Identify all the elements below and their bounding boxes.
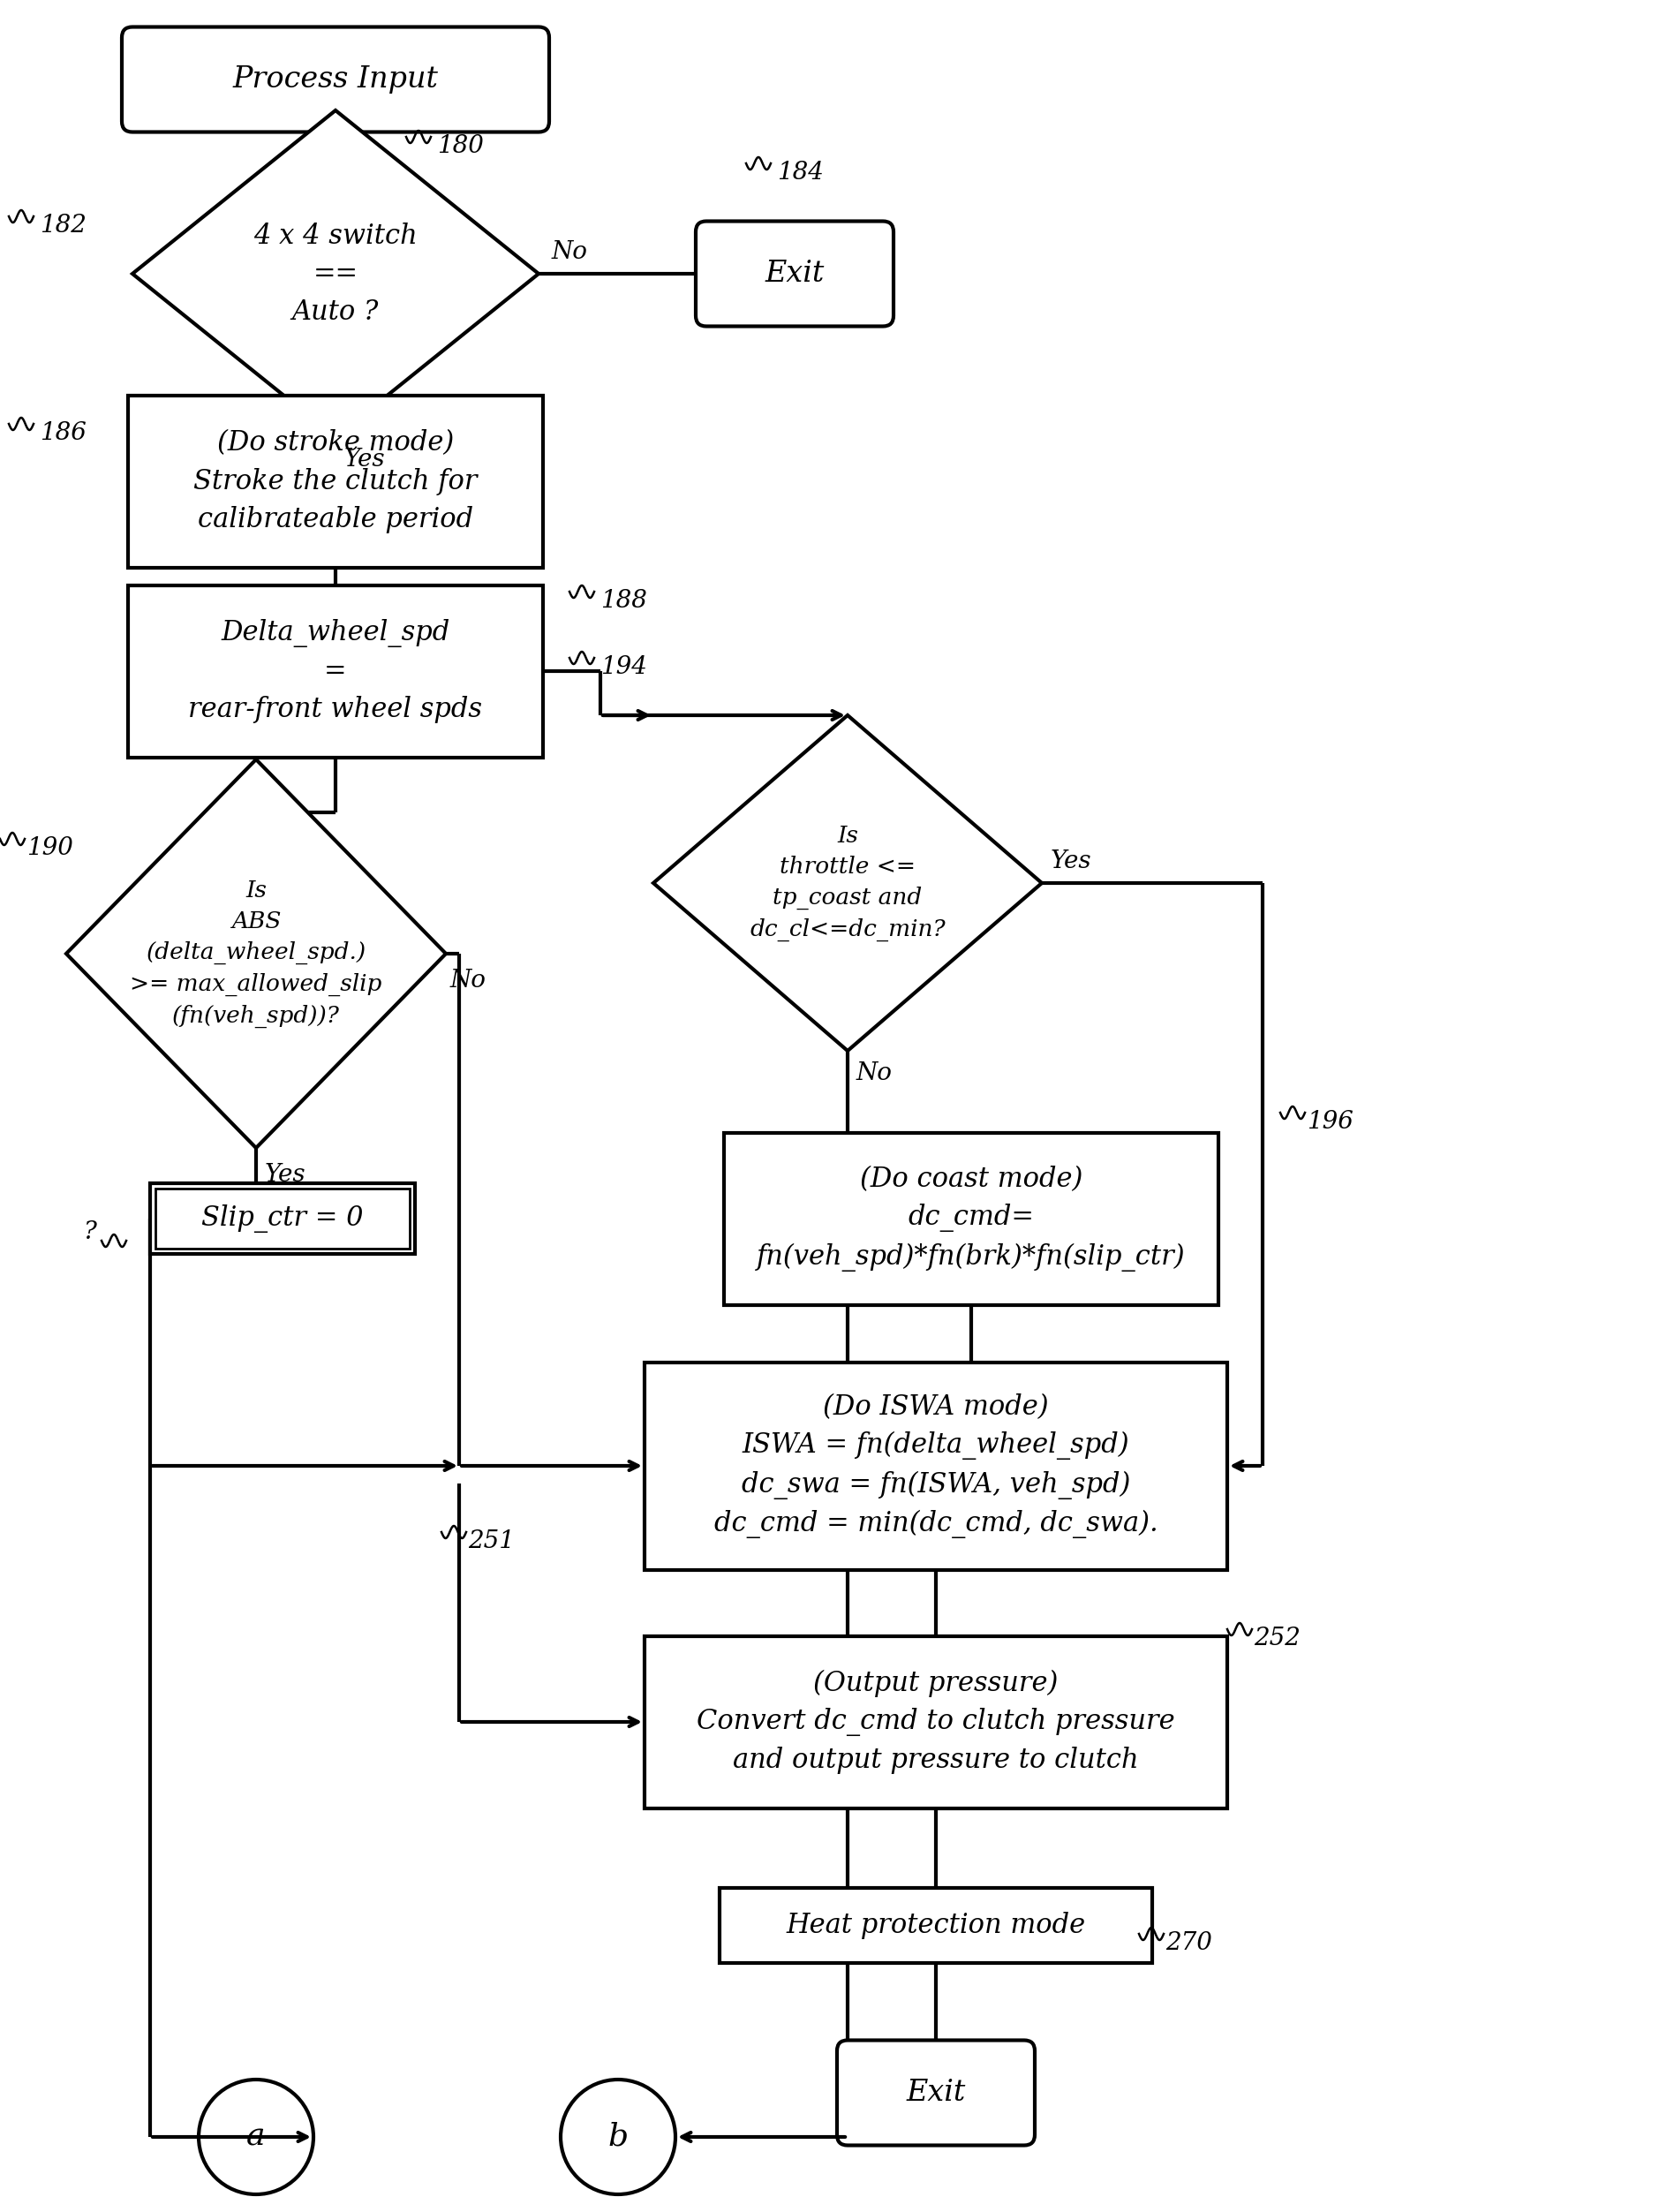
Text: No: No — [450, 969, 486, 993]
Text: Yes: Yes — [265, 1164, 305, 1186]
Text: Exit: Exit — [906, 2079, 966, 2106]
Text: No: No — [552, 239, 587, 263]
Text: 252: 252 — [1254, 1626, 1301, 1650]
Text: Process Input: Process Input — [232, 66, 438, 93]
Text: 196: 196 — [1307, 1110, 1354, 1133]
Circle shape — [199, 2079, 314, 2194]
FancyBboxPatch shape — [838, 2039, 1035, 2146]
Text: Exit: Exit — [765, 259, 825, 288]
Text: 184: 184 — [776, 159, 823, 184]
Bar — [128, 584, 542, 757]
Bar — [128, 396, 542, 566]
Text: (Do stroke mode)
Stroke the clutch for
calibrateable period: (Do stroke mode) Stroke the clutch for c… — [194, 429, 478, 533]
Polygon shape — [133, 111, 539, 438]
FancyBboxPatch shape — [121, 27, 549, 133]
Bar — [645, 1637, 1228, 1807]
Polygon shape — [654, 714, 1042, 1051]
Bar — [645, 1363, 1228, 1571]
Text: Is
ABS
(delta_wheel_spd.)
>= max_allowed_slip
(fn(veh_spd))?: Is ABS (delta_wheel_spd.) >= max_allowed… — [129, 878, 382, 1029]
Text: b: b — [607, 2121, 629, 2152]
Circle shape — [561, 2079, 675, 2194]
Text: Yes: Yes — [1050, 849, 1092, 874]
Text: 182: 182 — [40, 212, 86, 237]
Text: 186: 186 — [40, 420, 86, 445]
Text: Yes: Yes — [345, 447, 385, 471]
Bar — [720, 1887, 1153, 1962]
Text: 251: 251 — [468, 1528, 514, 1553]
Text: Delta_wheel_spd
=
rear-front wheel spds: Delta_wheel_spd = rear-front wheel spds — [189, 619, 483, 723]
Text: 188: 188 — [601, 588, 647, 613]
Text: (Output pressure)
Convert dc_cmd to clutch pressure
and output pressure to clutc: (Output pressure) Convert dc_cmd to clut… — [697, 1670, 1175, 1774]
Text: (Do ISWA mode)
ISWA = fn(delta_wheel_spd)
dc_swa = fn(ISWA, veh_spd)
dc_cmd = mi: (Do ISWA mode) ISWA = fn(delta_wheel_spd… — [713, 1394, 1158, 1537]
Text: 190: 190 — [27, 836, 73, 860]
Text: Heat protection mode: Heat protection mode — [786, 1911, 1085, 1938]
Text: 270: 270 — [1166, 1931, 1213, 1955]
Text: 4 x 4 switch
==
Auto ?: 4 x 4 switch == Auto ? — [254, 221, 418, 325]
Text: No: No — [856, 1062, 893, 1084]
Text: (Do coast mode)
dc_cmd=
fn(veh_spd)*fn(brk)*fn(slip_ctr): (Do coast mode) dc_cmd= fn(veh_spd)*fn(b… — [757, 1166, 1186, 1272]
Text: Is
throttle <=
tp_coast and
dc_cl<=dc_min?: Is throttle <= tp_coast and dc_cl<=dc_mi… — [750, 825, 946, 942]
Bar — [723, 1133, 1218, 1305]
Text: ?: ? — [85, 1219, 96, 1243]
Text: 180: 180 — [436, 133, 484, 157]
Polygon shape — [66, 759, 446, 1148]
Text: 194: 194 — [601, 655, 647, 679]
Bar — [149, 1183, 415, 1254]
Text: a: a — [247, 2121, 265, 2152]
Text: Slip_ctr = 0: Slip_ctr = 0 — [201, 1206, 363, 1232]
Bar — [156, 1188, 410, 1248]
FancyBboxPatch shape — [695, 221, 894, 327]
